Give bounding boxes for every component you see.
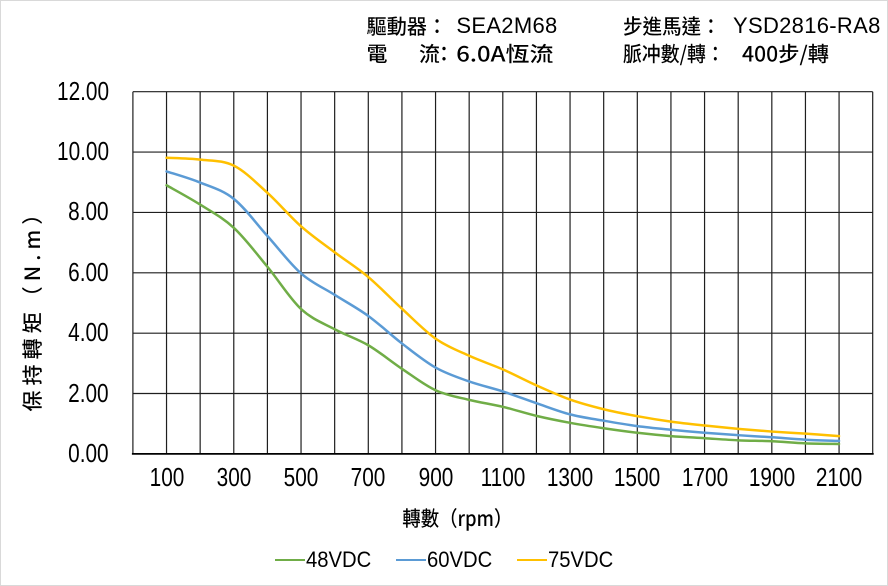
x-tick-label: 1900 (748, 462, 795, 492)
text-glyphs (367, 16, 439, 36)
legend: 48VDC 60VDC 75VDC (7, 546, 887, 574)
x-tick-label: 1500 (614, 462, 661, 492)
legend-item-60vdc: 60VDC (396, 546, 498, 574)
y-tick-label: 10.00 (56, 136, 109, 167)
y-tick-label: 0.00 (68, 437, 109, 468)
legend-item-48vdc: 48VDC (275, 546, 377, 574)
x-tick-label: 700 (350, 462, 386, 492)
series-line-75vdc (165, 156, 841, 438)
legend-swatch-60vdc (396, 558, 427, 562)
header-value-motor: YSD2816-RA8 (733, 13, 881, 39)
y-tick-label: 2.00 (68, 377, 109, 408)
y-axis-title (22, 218, 42, 412)
header-label-pulses-per-rev (623, 43, 717, 66)
legend-swatch-75vdc (516, 558, 547, 562)
legend-label: 48VDC (306, 547, 372, 572)
cjk-text-layer (22, 16, 829, 531)
header-value-current (457, 43, 553, 64)
x-tick-label: 900 (418, 462, 453, 492)
y-tick-label: 4.00 (68, 317, 109, 348)
y-tick-label: 6.00 (68, 256, 109, 287)
text-glyphs (457, 43, 553, 64)
series-layer (165, 156, 841, 446)
header-value-driver: SEA2M68 (456, 13, 558, 39)
y-tick-label: 8.00 (68, 196, 109, 227)
series-line-48vdc (165, 184, 841, 446)
y-tick-label: 12.00 (56, 75, 109, 106)
text-glyphs (402, 508, 500, 531)
x-tick-label: 1100 (480, 462, 526, 492)
header-label-driver (367, 16, 439, 36)
x-axis-title (402, 508, 500, 531)
grid-layer (131, 91, 874, 455)
x-tick-label: 2100 (815, 462, 863, 492)
x-tick-label: 100 (149, 462, 184, 492)
legend-label: 60VDC (427, 547, 493, 572)
text-glyphs (368, 43, 446, 64)
text-glyphs (22, 218, 42, 412)
header-value-pulses-per-rev (742, 43, 829, 66)
legend-label: 75VDC (547, 547, 614, 572)
text-glyphs (742, 43, 829, 66)
header-label-current (368, 43, 446, 64)
legend-swatch-48vdc (275, 558, 306, 562)
x-tick-label: 1300 (546, 462, 594, 492)
text-glyphs (623, 43, 717, 66)
series-line-60vdc (165, 170, 841, 443)
header-label-motor (623, 16, 713, 36)
text-glyphs (623, 16, 713, 36)
x-tick-label: 1700 (681, 462, 728, 492)
x-tick-label: 500 (283, 462, 319, 492)
legend-item-75vdc: 75VDC (516, 546, 619, 574)
x-tick-label: 300 (216, 462, 252, 492)
